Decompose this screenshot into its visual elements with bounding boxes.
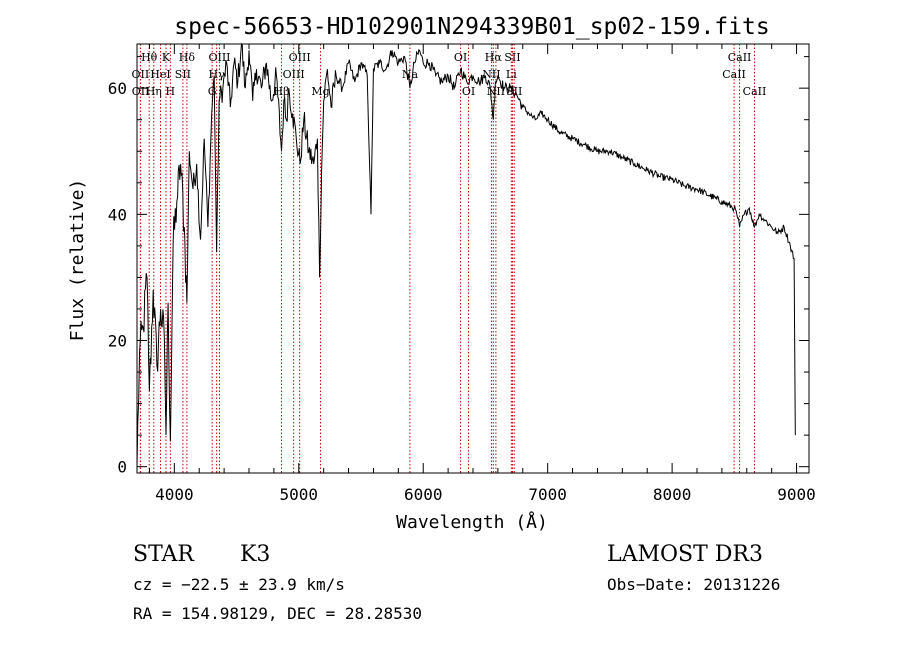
line-label-22: Li — [506, 68, 517, 81]
x-tick-label-4: 8000 — [653, 485, 692, 504]
line-label-11: G — [208, 85, 217, 98]
flux-series — [136, 42, 796, 467]
line-label-12: OIII — [289, 51, 311, 64]
object-subclass: K3 — [240, 542, 270, 567]
line-label-16: Na — [402, 68, 419, 81]
y-axis-label: Flux (relative) — [67, 179, 88, 342]
line-label-19: Hα — [485, 51, 503, 64]
x-tick-label-0: 4000 — [155, 485, 194, 504]
survey-name: LAMOST DR3 — [607, 542, 763, 567]
y-tick-label-1: 20 — [108, 332, 127, 351]
line-label-24: SII — [506, 85, 522, 98]
line-label-13: OIII — [283, 68, 305, 81]
object-class: STAR — [133, 542, 195, 567]
line-label-4: HeI — [150, 68, 170, 81]
line-label-6: Hδ — [179, 51, 196, 64]
chart-title: spec-56653-HD102901N294339B01_sp02-159.f… — [174, 14, 769, 40]
y-tick-label-0: 0 — [117, 458, 127, 477]
line-label-15: Mg — [311, 85, 329, 98]
y-tick-label-3: 60 — [108, 79, 127, 98]
x-tick-label-3: 7000 — [528, 485, 567, 504]
y-axis: 0 20 40 60 — [108, 56, 809, 477]
line-label-1: OII — [132, 68, 150, 81]
line-label-17: OI — [454, 51, 467, 64]
x-axis-label: Wavelength (Å) — [396, 511, 548, 533]
line-label-25: CaII — [728, 51, 752, 64]
x-tick-label-2: 6000 — [404, 485, 443, 504]
x-tick-label-1: 5000 — [280, 485, 319, 504]
line-label-7: SII — [175, 68, 191, 81]
line-label-3: K — [162, 51, 171, 64]
line-label-14: Hβ — [274, 85, 290, 98]
line-label-27: CaII — [743, 85, 767, 98]
line-label-0: Hθ — [141, 51, 158, 64]
line-label-21: NII — [482, 68, 500, 81]
line-label-26: CaII — [722, 68, 746, 81]
line-label-5: Hη — [146, 85, 162, 98]
coordinates-readout: RA = 154.98129, DEC = 28.28530 — [133, 604, 422, 623]
flux-line — [136, 42, 796, 467]
line-label-8: H — [166, 85, 176, 98]
line-label-20: SII — [504, 51, 520, 64]
plot-frame — [136, 43, 810, 474]
x-axis: 4000 5000 6000 7000 8000 9000 — [148, 44, 816, 504]
observation-date: Obs−Date: 20131226 — [607, 575, 780, 594]
line-label-23: NII — [487, 85, 505, 98]
x-tick-label-5: 9000 — [777, 485, 816, 504]
line-label-10: Hγ — [209, 68, 226, 81]
y-tick-label-2: 40 — [108, 205, 127, 224]
line-label-9: OIII — [208, 51, 230, 64]
redshift-readout: cz = −22.5 ± 23.9 km/s — [133, 575, 345, 594]
spectral-line-markers — [139, 44, 755, 473]
line-label-18: OI — [462, 85, 475, 98]
